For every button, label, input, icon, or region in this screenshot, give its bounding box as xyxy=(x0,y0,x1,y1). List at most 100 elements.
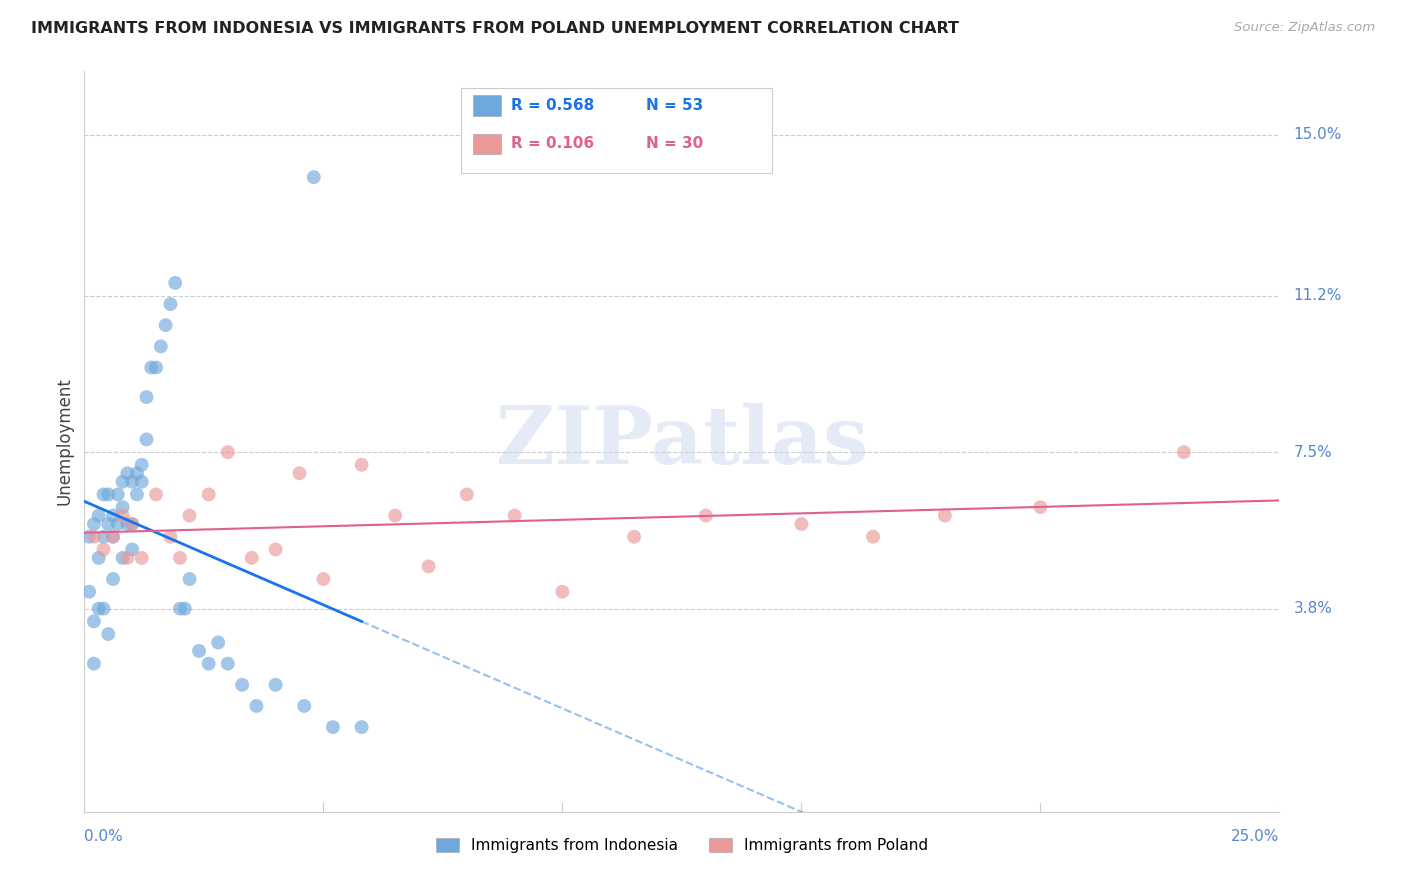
Point xyxy=(93,487,115,501)
Point xyxy=(111,500,134,515)
Point xyxy=(117,467,139,481)
Point xyxy=(790,516,813,531)
Point xyxy=(111,508,134,523)
Text: N = 53: N = 53 xyxy=(647,98,703,113)
Point xyxy=(245,698,267,713)
Point xyxy=(93,542,115,557)
Point xyxy=(101,508,124,523)
Point xyxy=(623,530,645,544)
Point xyxy=(77,530,100,544)
Text: 11.2%: 11.2% xyxy=(1294,288,1343,303)
Point xyxy=(111,550,134,565)
Point xyxy=(131,550,153,565)
Text: IMMIGRANTS FROM INDONESIA VS IMMIGRANTS FROM POLAND UNEMPLOYMENT CORRELATION CHA: IMMIGRANTS FROM INDONESIA VS IMMIGRANTS … xyxy=(31,21,959,37)
Point xyxy=(131,475,153,489)
Legend: Immigrants from Indonesia, Immigrants from Poland: Immigrants from Indonesia, Immigrants fr… xyxy=(430,832,934,860)
Point xyxy=(350,720,373,734)
Point xyxy=(145,487,167,501)
Point xyxy=(83,615,105,629)
Point xyxy=(1173,445,1195,459)
Text: 15.0%: 15.0% xyxy=(1294,128,1343,143)
Point xyxy=(264,542,287,557)
Point xyxy=(231,678,253,692)
Point xyxy=(312,572,335,586)
Text: 7.5%: 7.5% xyxy=(1294,444,1333,459)
Point xyxy=(121,516,143,531)
Point xyxy=(121,516,143,531)
Text: 0.0%: 0.0% xyxy=(84,829,124,844)
Point xyxy=(155,318,177,333)
Point xyxy=(87,508,110,523)
Point xyxy=(117,550,139,565)
Point xyxy=(217,657,239,671)
Point xyxy=(83,516,105,531)
Point xyxy=(83,530,105,544)
Point xyxy=(503,508,526,523)
Point xyxy=(169,550,191,565)
Text: N = 30: N = 30 xyxy=(647,136,703,152)
Point xyxy=(934,508,956,523)
Point xyxy=(322,720,344,734)
Point xyxy=(135,433,157,447)
Point xyxy=(149,339,172,353)
Point xyxy=(135,390,157,404)
Point xyxy=(101,572,124,586)
Point xyxy=(141,360,163,375)
Point xyxy=(384,508,406,523)
Point xyxy=(173,601,195,615)
FancyBboxPatch shape xyxy=(472,95,502,116)
Point xyxy=(97,627,120,641)
Point xyxy=(240,550,263,565)
Point xyxy=(264,678,287,692)
Point xyxy=(862,530,884,544)
Text: R = 0.106: R = 0.106 xyxy=(510,136,595,152)
Point xyxy=(145,360,167,375)
Point xyxy=(93,530,115,544)
Point xyxy=(111,475,134,489)
Point xyxy=(350,458,373,472)
Point xyxy=(159,530,181,544)
Point xyxy=(107,487,129,501)
Point xyxy=(288,467,311,481)
Point xyxy=(179,572,201,586)
Point xyxy=(121,475,143,489)
Point xyxy=(551,584,574,599)
Point xyxy=(456,487,478,501)
Point xyxy=(93,601,115,615)
Text: Source: ZipAtlas.com: Source: ZipAtlas.com xyxy=(1234,21,1375,35)
Point xyxy=(121,542,143,557)
Point xyxy=(97,516,120,531)
Point xyxy=(107,516,129,531)
FancyBboxPatch shape xyxy=(472,134,502,154)
Text: 25.0%: 25.0% xyxy=(1232,829,1279,844)
Point xyxy=(87,550,110,565)
Point xyxy=(292,698,315,713)
Text: ZIPatlas: ZIPatlas xyxy=(496,402,868,481)
Point xyxy=(165,276,187,290)
Point xyxy=(302,170,325,185)
Point xyxy=(207,635,229,649)
Point xyxy=(179,508,201,523)
Point xyxy=(125,487,148,501)
Point xyxy=(169,601,191,615)
Point xyxy=(418,559,440,574)
Point xyxy=(101,530,124,544)
FancyBboxPatch shape xyxy=(461,87,772,173)
Point xyxy=(188,644,211,658)
Point xyxy=(97,487,120,501)
Point xyxy=(217,445,239,459)
Point xyxy=(125,467,148,481)
Text: R = 0.568: R = 0.568 xyxy=(510,98,595,113)
Point xyxy=(197,487,219,501)
Point xyxy=(87,601,110,615)
Text: 3.8%: 3.8% xyxy=(1294,601,1333,616)
Point xyxy=(159,297,181,311)
Point xyxy=(117,516,139,531)
Point xyxy=(101,530,124,544)
Point xyxy=(1029,500,1052,515)
Y-axis label: Unemployment: Unemployment xyxy=(55,377,73,506)
Point xyxy=(77,584,100,599)
Point xyxy=(197,657,219,671)
Point xyxy=(131,458,153,472)
Point xyxy=(83,657,105,671)
